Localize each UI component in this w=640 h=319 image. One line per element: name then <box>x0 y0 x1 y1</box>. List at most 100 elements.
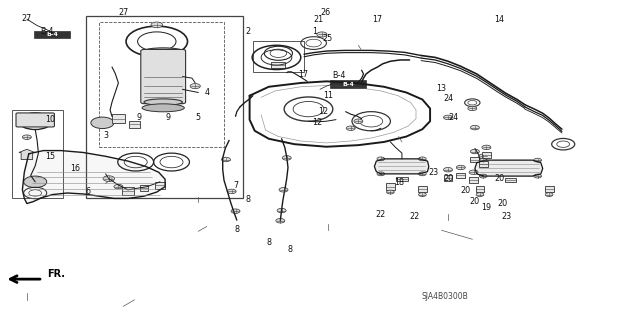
Text: B-4: B-4 <box>342 82 354 87</box>
FancyBboxPatch shape <box>16 113 54 127</box>
Bar <box>476 186 484 192</box>
Bar <box>444 175 452 181</box>
Circle shape <box>103 176 115 182</box>
Bar <box>122 188 134 195</box>
Text: 21: 21 <box>314 15 324 24</box>
Circle shape <box>277 208 286 213</box>
Text: B-4: B-4 <box>333 71 346 80</box>
Circle shape <box>419 157 426 161</box>
Text: 11: 11 <box>323 91 333 100</box>
Circle shape <box>354 119 363 123</box>
Text: 15: 15 <box>45 152 55 161</box>
Text: 14: 14 <box>494 15 504 24</box>
Bar <box>482 152 491 158</box>
Text: 8: 8 <box>234 225 239 234</box>
Circle shape <box>419 172 426 176</box>
FancyBboxPatch shape <box>34 31 70 38</box>
Text: 4: 4 <box>204 88 209 97</box>
Text: 2: 2 <box>246 27 251 36</box>
Bar <box>271 62 285 68</box>
Text: 7: 7 <box>233 181 238 190</box>
Circle shape <box>482 145 491 150</box>
Bar <box>140 185 148 191</box>
Text: 20: 20 <box>443 174 453 182</box>
Ellipse shape <box>144 99 182 105</box>
Circle shape <box>468 106 477 111</box>
Text: 13: 13 <box>436 84 447 93</box>
Circle shape <box>419 193 426 197</box>
Text: 24: 24 <box>443 94 453 103</box>
Polygon shape <box>22 151 165 204</box>
Bar <box>99 22 224 147</box>
Text: 9: 9 <box>137 113 142 122</box>
Text: 22: 22 <box>410 212 420 221</box>
Bar <box>479 161 488 167</box>
Circle shape <box>479 158 487 162</box>
Circle shape <box>282 156 291 160</box>
Bar <box>112 114 125 123</box>
Text: 5: 5 <box>196 113 201 122</box>
Bar <box>469 177 478 183</box>
Text: 9: 9 <box>165 113 170 122</box>
Ellipse shape <box>144 48 182 54</box>
Text: SJA4B0300B: SJA4B0300B <box>421 292 468 300</box>
Circle shape <box>231 209 240 213</box>
Text: 24: 24 <box>448 113 458 122</box>
Circle shape <box>151 22 163 28</box>
Text: 16: 16 <box>70 164 81 173</box>
Text: 3: 3 <box>103 131 108 140</box>
Text: 17: 17 <box>372 15 383 24</box>
Circle shape <box>444 167 452 172</box>
Circle shape <box>534 158 541 162</box>
Circle shape <box>479 154 488 159</box>
Text: 20: 20 <box>470 197 480 206</box>
Bar <box>396 177 408 181</box>
Text: 8: 8 <box>246 195 251 204</box>
Circle shape <box>470 125 479 130</box>
Circle shape <box>476 193 484 197</box>
Bar <box>418 186 427 192</box>
Text: 20: 20 <box>497 199 508 208</box>
Circle shape <box>346 126 355 130</box>
Bar <box>456 173 465 178</box>
Circle shape <box>22 135 31 139</box>
Bar <box>86 16 243 198</box>
Circle shape <box>469 170 478 174</box>
Ellipse shape <box>142 104 184 112</box>
Circle shape <box>91 117 114 129</box>
Circle shape <box>24 176 47 188</box>
Circle shape <box>317 32 327 37</box>
FancyBboxPatch shape <box>330 80 366 88</box>
Circle shape <box>227 189 236 194</box>
Text: 12: 12 <box>312 118 322 127</box>
Circle shape <box>377 157 385 161</box>
Circle shape <box>387 190 394 194</box>
Bar <box>155 182 165 189</box>
Text: 19: 19 <box>481 204 492 212</box>
Text: 10: 10 <box>45 115 55 124</box>
Circle shape <box>534 174 541 178</box>
Circle shape <box>545 193 553 197</box>
Circle shape <box>470 149 479 154</box>
Bar <box>470 157 479 162</box>
Circle shape <box>190 84 200 89</box>
Bar <box>386 183 395 190</box>
Circle shape <box>444 115 452 120</box>
Circle shape <box>377 172 385 176</box>
Text: 12: 12 <box>318 107 328 115</box>
Bar <box>12 110 63 198</box>
Text: 26: 26 <box>320 8 330 17</box>
Text: 8: 8 <box>266 238 271 247</box>
FancyArrow shape <box>19 149 35 160</box>
Circle shape <box>114 184 123 189</box>
Text: 20: 20 <box>494 174 504 182</box>
Text: 27: 27 <box>118 8 129 17</box>
Text: 18: 18 <box>394 178 404 187</box>
Circle shape <box>479 174 487 178</box>
Text: 23: 23 <box>429 168 439 177</box>
Bar <box>253 41 304 72</box>
Polygon shape <box>475 160 543 176</box>
Text: 17: 17 <box>298 70 308 79</box>
Text: 8: 8 <box>287 245 292 254</box>
Polygon shape <box>374 159 429 174</box>
